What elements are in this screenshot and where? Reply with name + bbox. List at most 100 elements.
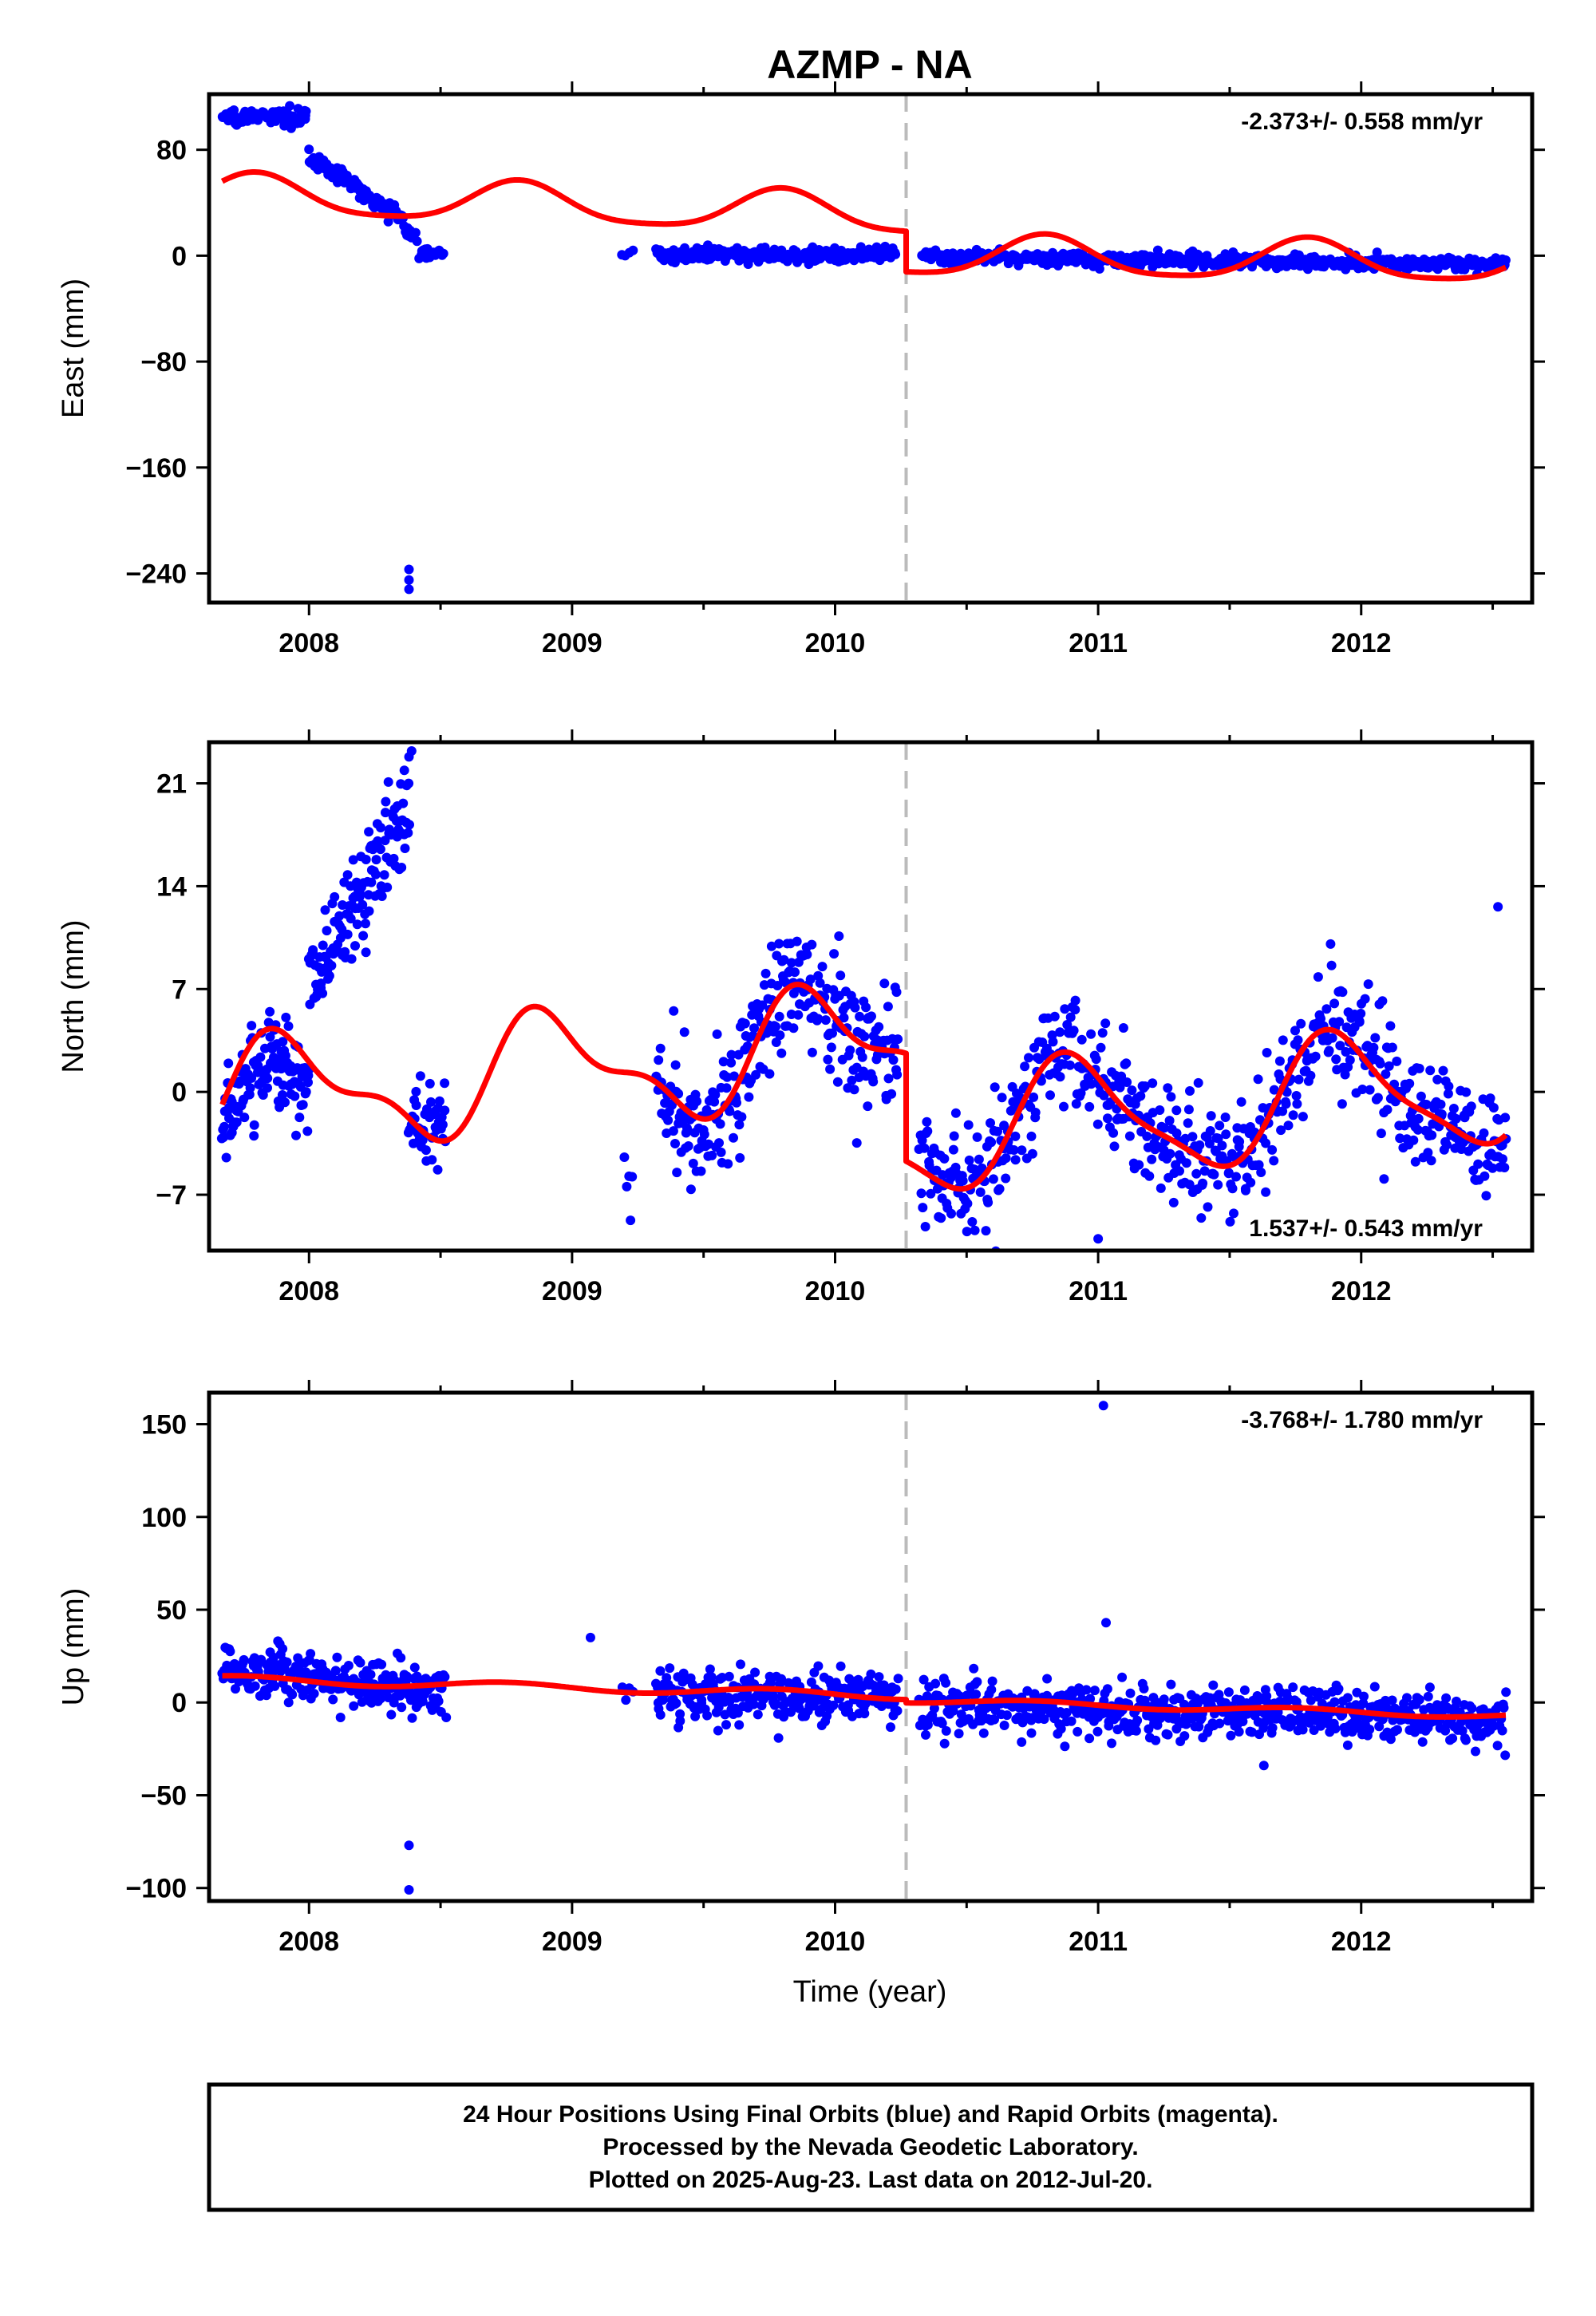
data-point — [1278, 1106, 1288, 1117]
data-point — [1066, 1716, 1077, 1726]
data-point — [892, 1069, 903, 1080]
data-point — [1049, 1011, 1060, 1022]
data-point — [817, 962, 828, 972]
data-point — [929, 1703, 939, 1713]
data-point — [285, 101, 295, 111]
data-point — [859, 1031, 870, 1041]
data-point — [1354, 1017, 1365, 1027]
data-point — [836, 1661, 846, 1671]
data-point — [690, 1711, 701, 1721]
data-point — [412, 236, 422, 247]
data-point — [399, 765, 409, 776]
data-point — [1020, 1061, 1030, 1072]
data-point — [1385, 1021, 1396, 1031]
x-tick-label: 2009 — [542, 628, 602, 658]
data-point — [1042, 1674, 1053, 1684]
data-point — [1001, 1710, 1012, 1721]
data-point — [1069, 1026, 1079, 1036]
data-point — [283, 1697, 294, 1708]
data-point — [1086, 1029, 1096, 1039]
data-point — [1329, 1697, 1340, 1707]
data-point — [405, 1686, 415, 1697]
data-point — [389, 853, 399, 864]
data-point — [1467, 1703, 1477, 1713]
data-point — [921, 1729, 930, 1740]
data-point — [1441, 1693, 1452, 1703]
data-point — [1298, 1112, 1308, 1122]
data-point — [886, 1722, 895, 1733]
data-point — [1100, 1018, 1111, 1029]
data-point — [361, 919, 370, 929]
x-tick-label: 2011 — [1069, 1276, 1128, 1306]
y-tick-label: 80 — [156, 136, 187, 166]
data-point — [954, 1729, 964, 1739]
data-point — [775, 1030, 785, 1041]
data-point — [1310, 1051, 1321, 1061]
data-point — [1198, 1178, 1208, 1188]
y-tick-label: 0 — [172, 1688, 187, 1718]
data-point — [813, 970, 824, 981]
data-point — [1293, 1035, 1303, 1045]
data-point — [1213, 1133, 1223, 1144]
data-point — [426, 1097, 436, 1107]
data-point — [1203, 1202, 1213, 1212]
footer-line-2: Processed by the Nevada Geodetic Laborat… — [602, 2134, 1138, 2160]
y-tick-label: −240 — [125, 559, 187, 590]
data-point — [949, 1131, 959, 1141]
data-point — [813, 1014, 824, 1024]
data-point — [328, 1694, 338, 1705]
data-point — [400, 844, 410, 853]
data-point — [1195, 1140, 1205, 1150]
data-point — [1159, 1694, 1169, 1705]
data-point — [773, 1733, 784, 1743]
data-point — [986, 1685, 997, 1695]
data-point — [1373, 1093, 1383, 1103]
data-point — [964, 1155, 974, 1165]
data-point — [239, 1654, 249, 1665]
data-point — [324, 970, 334, 981]
data-point — [1094, 263, 1104, 274]
data-point — [874, 1022, 884, 1032]
x-tick-label: 2011 — [1069, 1927, 1128, 1957]
data-point — [688, 1158, 698, 1168]
data-point — [707, 1150, 717, 1160]
model-curve — [221, 1673, 1507, 1720]
data-point — [788, 988, 799, 998]
data-point — [352, 919, 362, 930]
data-point — [404, 778, 414, 788]
data-point — [1060, 1741, 1070, 1752]
data-point — [1085, 1694, 1096, 1704]
data-point — [1108, 1128, 1119, 1138]
data-point — [737, 1112, 747, 1122]
data-point — [922, 1117, 932, 1127]
data-point — [1029, 1689, 1040, 1699]
data-point — [967, 1217, 978, 1227]
data-point-outlier — [404, 584, 414, 595]
y-tick-label: −80 — [140, 347, 187, 377]
data-point — [1115, 1082, 1125, 1093]
data-point — [410, 227, 421, 238]
data-point — [981, 1226, 991, 1236]
data-point — [790, 967, 800, 978]
data-point — [1102, 1684, 1112, 1694]
data-point — [774, 1011, 784, 1022]
data-point — [1274, 1056, 1285, 1066]
data-point — [857, 1052, 867, 1062]
data-point — [397, 863, 407, 872]
data-point — [771, 1037, 781, 1047]
data-point — [918, 1203, 928, 1213]
data-point — [1408, 1135, 1419, 1145]
x-tick-label: 2010 — [805, 628, 866, 658]
data-point — [1417, 1737, 1428, 1747]
data-point — [1442, 1140, 1452, 1150]
data-point — [306, 1649, 316, 1659]
data-point — [1062, 1020, 1073, 1030]
data-point — [437, 1120, 448, 1130]
data-point — [302, 1126, 313, 1136]
data-point — [1432, 1074, 1443, 1085]
data-point — [1460, 1735, 1471, 1745]
data-point — [1466, 1101, 1476, 1112]
data-point — [1416, 1091, 1426, 1101]
data-point — [948, 1705, 958, 1716]
data-point — [687, 1679, 697, 1690]
